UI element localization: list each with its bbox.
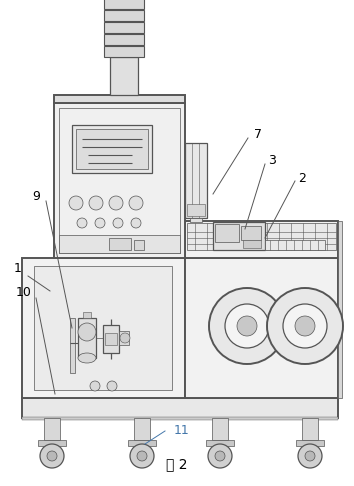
Bar bbox=[22, 258, 185, 398]
Bar bbox=[104, 46, 144, 57]
Bar bbox=[215, 224, 239, 242]
Text: 7: 7 bbox=[254, 127, 262, 140]
Bar bbox=[78, 318, 96, 358]
Circle shape bbox=[295, 316, 315, 336]
Bar bbox=[103, 325, 119, 353]
Bar bbox=[185, 221, 338, 258]
Bar bbox=[187, 204, 205, 216]
Text: 3: 3 bbox=[268, 155, 276, 168]
Circle shape bbox=[40, 444, 64, 468]
Bar bbox=[54, 95, 185, 103]
Bar bbox=[105, 333, 117, 345]
Circle shape bbox=[77, 218, 87, 228]
Bar bbox=[110, 57, 138, 95]
Bar bbox=[185, 143, 207, 218]
Bar bbox=[213, 222, 265, 250]
Circle shape bbox=[129, 196, 143, 210]
Bar bbox=[128, 440, 156, 446]
Circle shape bbox=[89, 196, 103, 210]
Bar bbox=[83, 312, 91, 318]
Circle shape bbox=[47, 451, 57, 461]
Circle shape bbox=[237, 316, 257, 336]
Circle shape bbox=[90, 381, 100, 391]
Circle shape bbox=[120, 333, 130, 343]
Bar bbox=[104, 22, 144, 33]
Bar bbox=[134, 240, 144, 250]
Bar bbox=[22, 398, 338, 418]
Bar bbox=[134, 418, 150, 440]
Bar bbox=[296, 440, 324, 446]
Bar bbox=[302, 418, 318, 440]
Text: 2: 2 bbox=[298, 172, 306, 185]
Bar bbox=[243, 240, 261, 248]
Bar bbox=[265, 240, 325, 250]
Circle shape bbox=[298, 444, 322, 468]
Bar bbox=[104, 34, 144, 45]
Bar bbox=[104, 10, 144, 21]
Bar bbox=[185, 258, 338, 398]
Circle shape bbox=[69, 196, 83, 210]
Circle shape bbox=[267, 288, 343, 364]
Bar bbox=[59, 108, 180, 253]
Circle shape bbox=[137, 451, 147, 461]
Bar bbox=[34, 266, 172, 390]
Bar bbox=[54, 103, 185, 258]
Bar bbox=[70, 318, 75, 373]
Bar bbox=[104, 0, 144, 9]
Circle shape bbox=[209, 288, 285, 364]
Ellipse shape bbox=[78, 353, 96, 363]
Circle shape bbox=[78, 323, 96, 341]
Bar bbox=[190, 218, 202, 222]
Circle shape bbox=[109, 196, 123, 210]
Text: 11: 11 bbox=[174, 424, 190, 437]
Text: 图 2: 图 2 bbox=[166, 457, 188, 471]
Circle shape bbox=[283, 304, 327, 348]
Circle shape bbox=[95, 218, 105, 228]
Bar bbox=[119, 331, 129, 345]
Circle shape bbox=[107, 381, 117, 391]
Bar bbox=[72, 125, 152, 173]
Circle shape bbox=[225, 304, 269, 348]
Bar bbox=[44, 418, 60, 440]
Bar bbox=[206, 440, 234, 446]
Circle shape bbox=[305, 451, 315, 461]
Bar bbox=[338, 221, 342, 398]
Bar bbox=[109, 238, 131, 250]
Bar bbox=[187, 223, 336, 250]
Circle shape bbox=[215, 451, 225, 461]
Text: 1: 1 bbox=[14, 261, 22, 275]
Bar bbox=[59, 235, 180, 253]
Circle shape bbox=[130, 444, 154, 468]
Circle shape bbox=[208, 444, 232, 468]
Bar bbox=[241, 226, 261, 240]
Bar bbox=[76, 129, 148, 169]
Text: 9: 9 bbox=[32, 190, 40, 203]
Bar bbox=[38, 440, 66, 446]
Text: 10: 10 bbox=[16, 285, 32, 298]
Circle shape bbox=[131, 218, 141, 228]
Bar bbox=[22, 417, 338, 420]
Bar bbox=[212, 418, 228, 440]
Circle shape bbox=[113, 218, 123, 228]
